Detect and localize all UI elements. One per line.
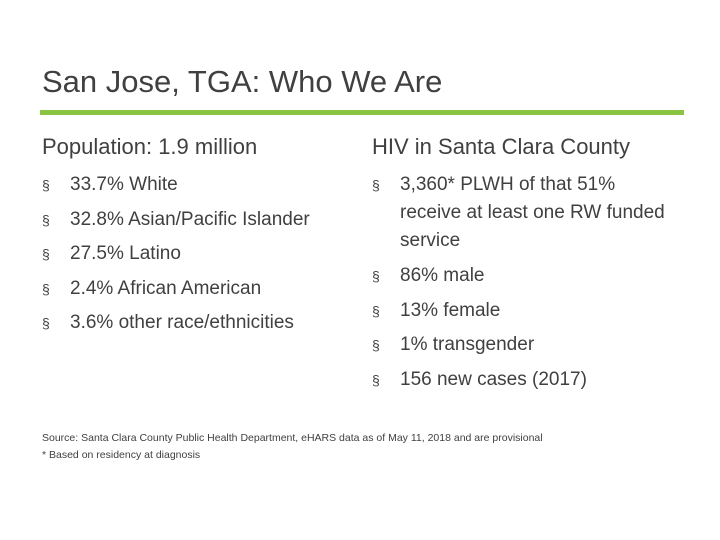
slide-title: San Jose, TGA: Who We Are <box>42 64 443 99</box>
bullet-icon: § <box>42 315 50 331</box>
list-item: § 33.7% White <box>42 168 362 203</box>
list-item: § 2.4% African American <box>42 272 362 307</box>
hiv-heading: HIV in Santa Clara County <box>372 134 631 159</box>
title-divider <box>40 110 684 115</box>
bullet-icon: § <box>372 371 380 388</box>
bullet-icon: § <box>372 302 380 319</box>
footnote: * Based on residency at diagnosis <box>42 449 201 461</box>
bullet-icon: § <box>42 177 50 193</box>
list-item: § 1% transgender <box>372 328 672 363</box>
population-list: § 33.7% White § 32.8% Asian/Pacific Island… <box>42 168 362 341</box>
list-item: § 27.5% Latino <box>42 237 362 272</box>
population-item-asian: 32.8% Asian/Pacific Islander <box>70 208 310 230</box>
bullet-icon: § <box>42 246 50 262</box>
population-item-african-american: 2.4% African American <box>70 277 262 299</box>
bullet-icon: § <box>42 280 50 297</box>
population-heading: Population: 1.9 million <box>42 134 258 159</box>
bullet-icon: § <box>42 211 50 228</box>
bullet-icon: § <box>372 177 380 193</box>
hiv-item-new-cases: 156 new cases (2017) <box>400 368 587 390</box>
list-item: § 13% female <box>372 294 672 329</box>
hiv-item-female: 13% female <box>400 299 501 321</box>
hiv-item-plwh: 3,360* PLWH of that 51% receive at least… <box>400 174 665 251</box>
hiv-item-male: 86% male <box>400 265 485 286</box>
source-citation: Source: Santa Clara County Public Health… <box>42 432 543 444</box>
bullet-icon: § <box>372 337 380 353</box>
population-item-other: 3.6% other race/ethnicities <box>70 312 294 333</box>
list-item: § 3.6% other race/ethnicities <box>42 306 362 341</box>
list-item: § 86% male <box>372 259 672 294</box>
hiv-list: § 3,360* PLWH of that 51% receive at leas… <box>372 168 672 397</box>
population-item-latino: 27.5% Latino <box>70 243 181 264</box>
bullet-icon: § <box>372 268 380 284</box>
list-item: § 156 new cases (2017) <box>372 363 672 398</box>
list-item: § 3,360* PLWH of that 51% receive at leas… <box>372 168 672 259</box>
source-notes: Source: Santa Clara County Public Health… <box>42 430 682 464</box>
population-item-white: 33.7% White <box>70 174 178 195</box>
list-item: § 32.8% Asian/Pacific Islander <box>42 203 362 238</box>
hiv-item-transgender: 1% transgender <box>400 334 535 355</box>
